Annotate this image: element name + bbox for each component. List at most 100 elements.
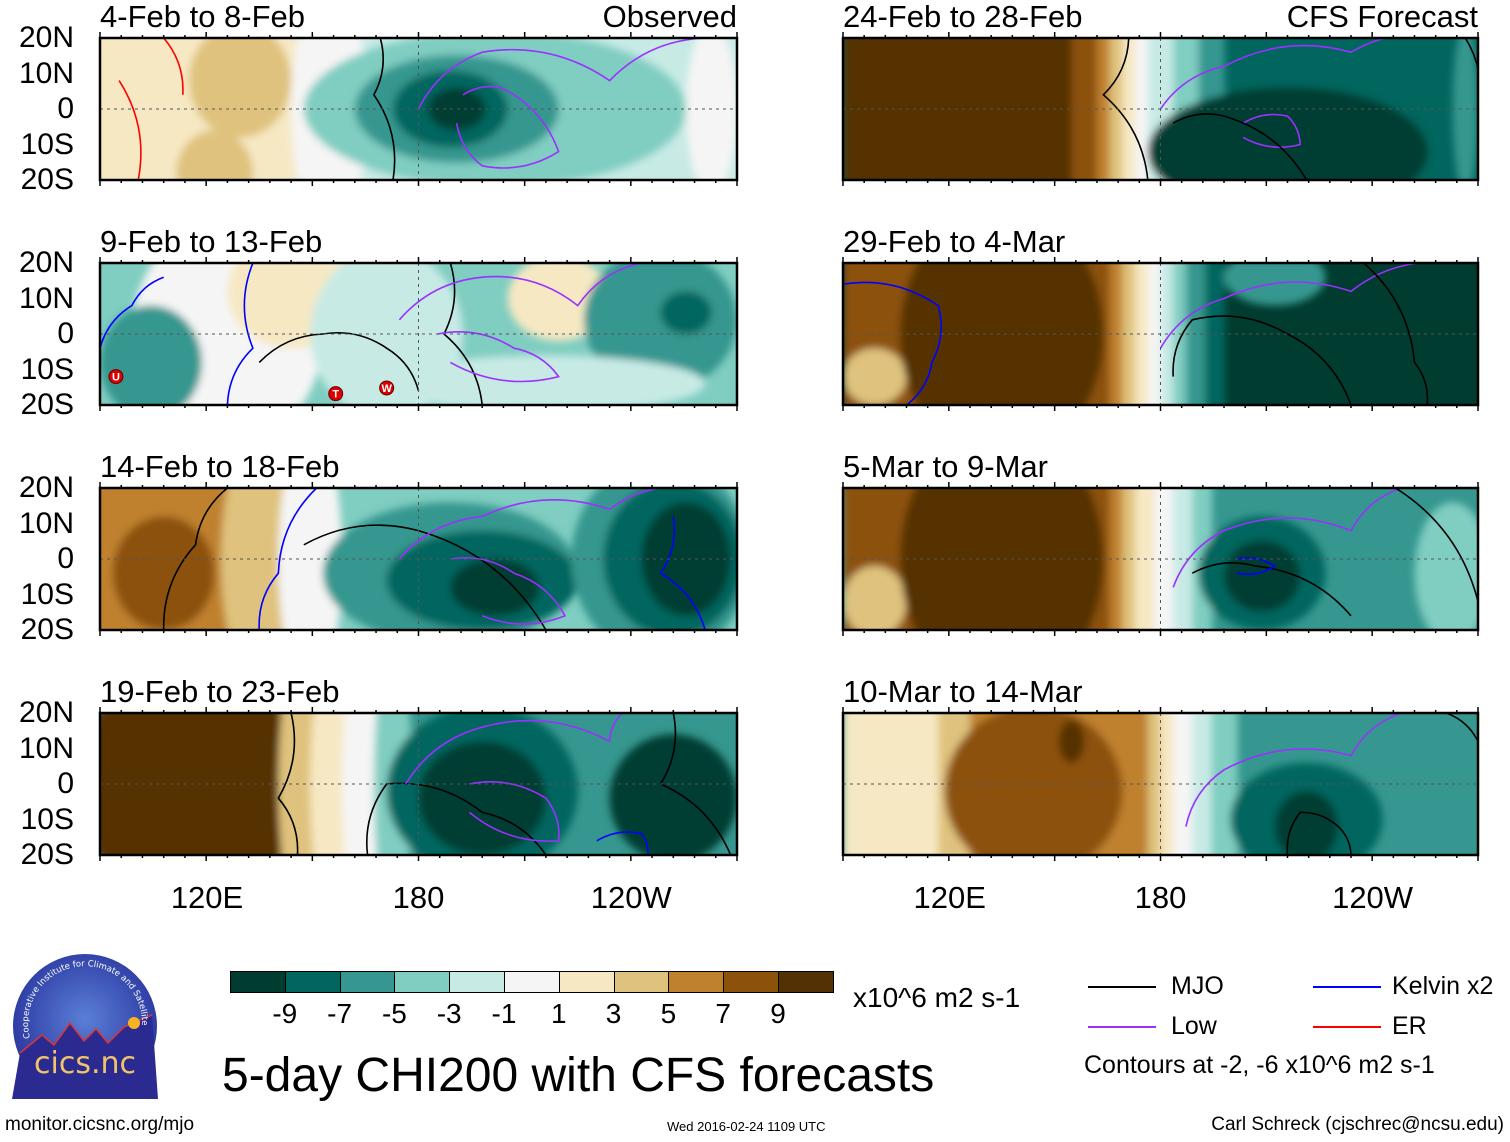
- footer-timestamp: Wed 2016-02-24 1109 UTC: [667, 1119, 826, 1134]
- low-contour: [398, 263, 642, 321]
- field-band: [1154, 488, 1175, 630]
- low-contour: [450, 556, 567, 625]
- field-anomaly: [660, 291, 712, 334]
- low-contour: [1159, 263, 1447, 349]
- er-contour: [118, 80, 142, 180]
- kelvin-contour: [226, 263, 254, 405]
- lat-label-10s: 10S: [20, 577, 74, 611]
- field-anomaly: [1414, 502, 1478, 630]
- field-anomaly: [900, 488, 1104, 630]
- legend-label-kelvin: Kelvin x2: [1392, 972, 1494, 1000]
- field-anomaly: [100, 305, 202, 405]
- panel-title: 14-Feb to 18-Feb: [100, 449, 340, 484]
- footer-credit: Carl Schreck (cjschrec@ncsu.edu): [1211, 1114, 1504, 1135]
- lon-label-120e: 120E: [913, 880, 986, 915]
- mjo-contour: [1172, 113, 1308, 180]
- field-anomaly: [1274, 791, 1339, 855]
- lat-label-20n: 20N: [18, 21, 74, 54]
- field-band: [1122, 488, 1137, 630]
- colorbar-label: 1: [551, 998, 567, 1029]
- lat-label-20s: 20S: [20, 388, 74, 421]
- field-anomaly: [944, 713, 1123, 855]
- footer-url[interactable]: monitor.cicsnc.org/mjo: [5, 1114, 195, 1135]
- lat-label-0: 0: [57, 92, 74, 125]
- field-band: [1122, 38, 1137, 180]
- lon-label-180: 180: [392, 880, 445, 915]
- tropical-cyclone-icon: W: [379, 380, 395, 396]
- field-anomaly: [843, 566, 907, 630]
- kelvin-contour: [1236, 557, 1277, 576]
- colorbar-swatch: [449, 971, 506, 993]
- low-contour: [455, 85, 560, 169]
- cyclone-label: W: [381, 383, 392, 395]
- figure-title: 5-day CHI200 with CFS forecasts: [222, 1049, 935, 1102]
- panel-title: 24-Feb to 28-Feb: [843, 0, 1083, 34]
- er-contour: [163, 38, 184, 95]
- map-panel: [841, 257, 1480, 411]
- panel-tag: CFS Forecast: [1286, 0, 1478, 34]
- map-panel: [841, 482, 1480, 636]
- field-anomaly: [189, 38, 292, 138]
- cyclone-marker: [328, 386, 344, 402]
- field-anomaly: [900, 263, 1104, 405]
- colorbar-swatch: [504, 971, 560, 993]
- legend-line-mjo: [1088, 986, 1156, 988]
- field-band: [1135, 263, 1149, 405]
- colorbar-swatch: [230, 971, 286, 993]
- lon-label-180: 180: [1134, 880, 1187, 915]
- legend-line-kelvin: [1313, 986, 1381, 988]
- field-anomaly: [1452, 38, 1478, 180]
- mjo-contour: [1363, 263, 1429, 405]
- field-anomaly: [1224, 540, 1301, 612]
- colorbar-swatch: [778, 971, 834, 993]
- logo-text: cics.nc: [34, 1046, 136, 1081]
- field-band: [1122, 263, 1137, 405]
- kelvin-contour: [258, 488, 318, 630]
- field-anomaly: [843, 348, 907, 405]
- legend-line-low: [1088, 1026, 1156, 1028]
- field-anomaly: [418, 741, 546, 855]
- lat-label-20n: 20N: [18, 471, 74, 504]
- colorbar-swatch: [723, 971, 780, 993]
- lat-label-0: 0: [57, 767, 74, 800]
- field-anomaly: [1058, 720, 1085, 763]
- legend-line-er: [1313, 1026, 1381, 1028]
- colorbar-swatch: [339, 971, 396, 993]
- legend-label-low: Low: [1171, 1012, 1217, 1040]
- colorbar-label: -1: [491, 998, 517, 1029]
- lat-label-10s: 10S: [20, 352, 74, 386]
- kelvin-contour: [843, 281, 942, 405]
- map-panel: [841, 32, 1480, 186]
- panel-tag: Observed: [602, 0, 737, 34]
- contour-note: Contours at -2, -6 x10^6 m2 s-1: [1084, 1051, 1435, 1079]
- lat-label-10n: 10N: [18, 731, 74, 765]
- map-panel: U T W: [98, 257, 739, 411]
- field-anomaly: [176, 130, 253, 180]
- lon-label-120e: 120E: [170, 880, 244, 915]
- low-contour: [1159, 38, 1447, 110]
- field-anomaly: [1147, 87, 1428, 180]
- colorbar-label: -7: [327, 998, 353, 1029]
- field-band: [1173, 488, 1194, 630]
- lat-label-0: 0: [57, 542, 74, 575]
- colorbar-label: -3: [436, 998, 462, 1029]
- field-anomaly: [428, 87, 486, 131]
- field-band: [1147, 713, 1162, 855]
- mjo-contour: [162, 488, 228, 630]
- colorbar-label: -5: [381, 998, 407, 1029]
- colorbar-swatch: [668, 971, 725, 993]
- kelvin-contour: [100, 276, 164, 349]
- tropical-cyclone-icon: U: [108, 369, 124, 385]
- mjo-contour: [1102, 38, 1149, 180]
- low-contour: [398, 488, 687, 560]
- kelvin-contour: [596, 831, 649, 855]
- lat-label-20n: 20N: [18, 246, 74, 279]
- low-contour: [1172, 488, 1403, 588]
- lat-label-20s: 20S: [20, 838, 74, 871]
- low-contour: [468, 781, 560, 842]
- low-contour: [437, 331, 560, 383]
- cyclone-marker: [379, 380, 395, 396]
- colorbar-swatch: [284, 971, 341, 993]
- field-anomaly: [609, 734, 737, 855]
